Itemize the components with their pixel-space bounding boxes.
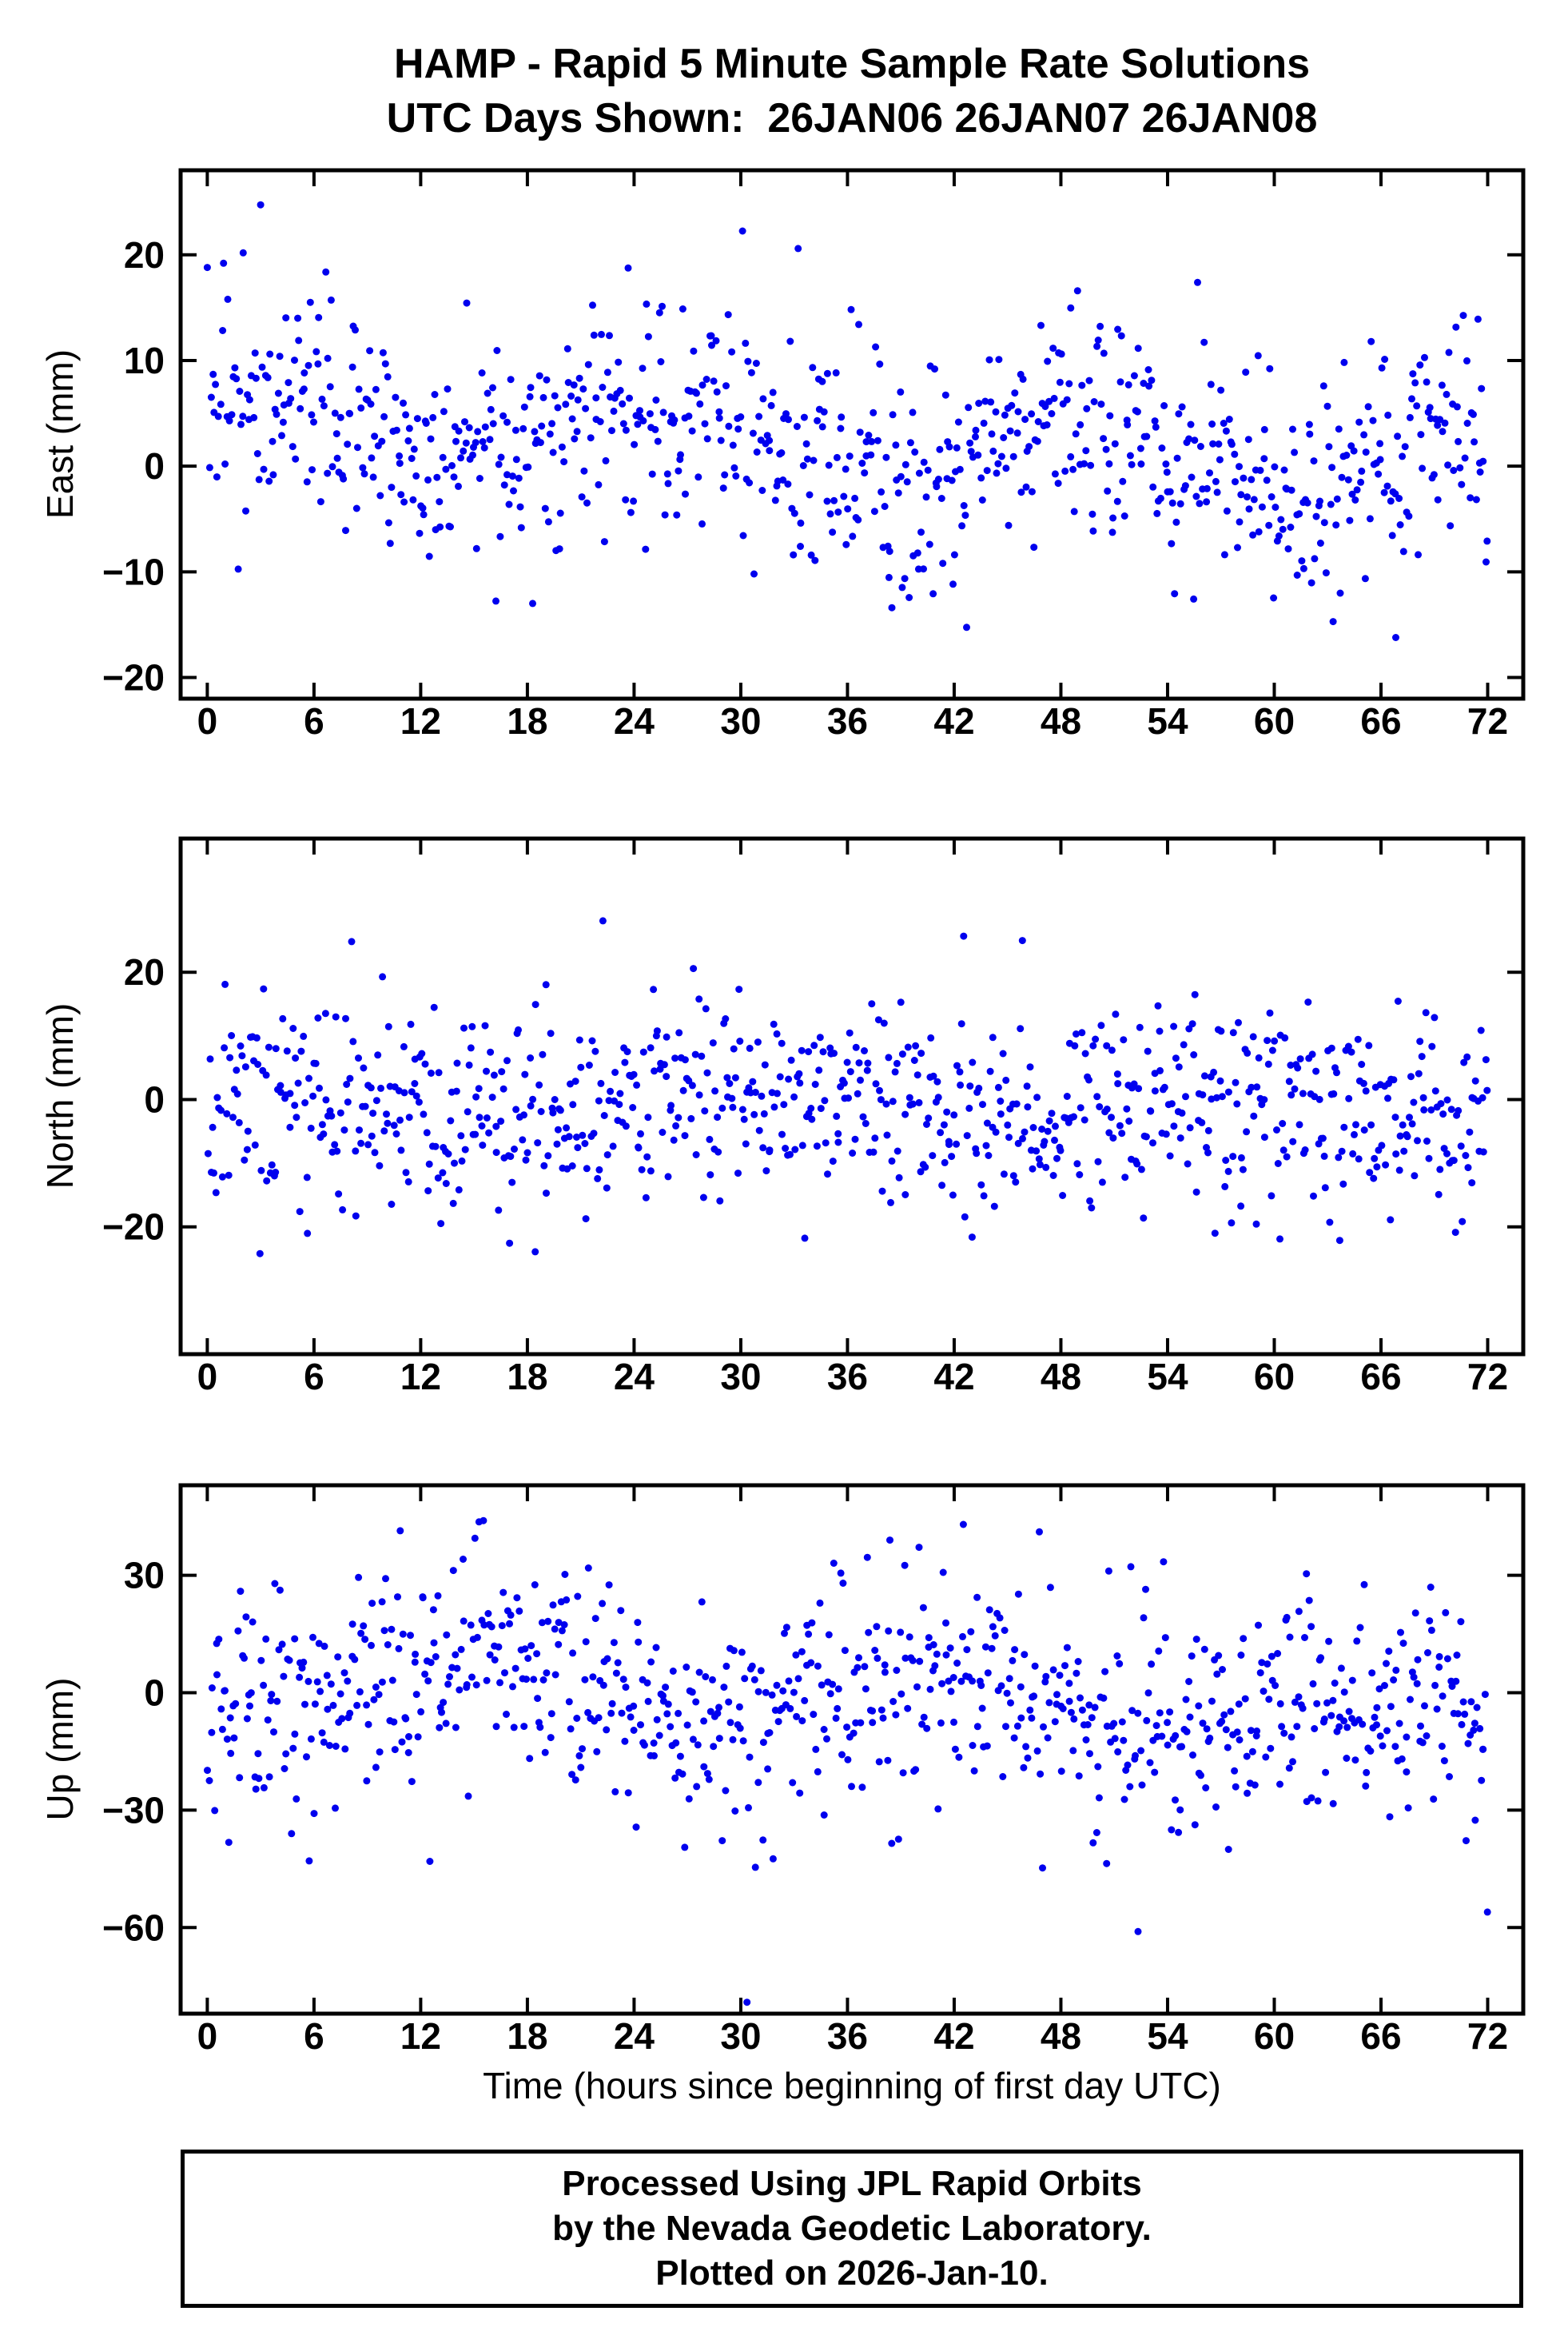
svg-text:−20: −20 <box>102 1206 165 1248</box>
svg-text:6: 6 <box>304 1356 324 1397</box>
north-x-tick-labels: 0 6 12 18 24 30 36 42 48 54 60 66 72 <box>197 1356 1509 1397</box>
svg-text:48: 48 <box>1041 700 1081 742</box>
svg-text:6: 6 <box>304 2015 324 2057</box>
footer-line-1: Processed Using JPL Rapid Orbits <box>562 2164 1142 2203</box>
svg-text:24: 24 <box>614 2015 655 2057</box>
svg-text:60: 60 <box>1254 2015 1295 2057</box>
svg-text:12: 12 <box>400 1356 441 1397</box>
svg-text:−20: −20 <box>102 657 165 699</box>
svg-text:−30: −30 <box>102 1789 165 1831</box>
east-frame <box>178 168 1526 701</box>
east-points <box>203 201 1491 641</box>
svg-text:54: 54 <box>1147 2015 1188 2057</box>
svg-text:36: 36 <box>827 700 868 742</box>
svg-text:72: 72 <box>1467 1356 1508 1397</box>
up-x-tick-labels: 0 6 12 18 24 30 36 42 48 54 60 66 72 <box>197 2015 1509 2057</box>
svg-text:66: 66 <box>1360 700 1401 742</box>
plot-subtitle: UTC Days Shown: 26JAN06 26JAN07 26JAN08 <box>386 95 1318 141</box>
up-points <box>204 1516 1491 2006</box>
svg-text:66: 66 <box>1360 1356 1401 1397</box>
plot-title: HAMP - Rapid 5 Minute Sample Rate Soluti… <box>393 41 1311 87</box>
north-frame <box>178 836 1526 1357</box>
north-points <box>204 917 1491 1257</box>
svg-text:0: 0 <box>197 700 218 742</box>
svg-text:24: 24 <box>614 1356 655 1397</box>
svg-text:12: 12 <box>400 2015 441 2057</box>
svg-text:60: 60 <box>1254 700 1295 742</box>
svg-text:72: 72 <box>1467 2015 1508 2057</box>
svg-text:0: 0 <box>197 1356 218 1397</box>
svg-text:18: 18 <box>507 2015 547 2057</box>
footer-box: Processed Using JPL Rapid Orbits by the … <box>181 2150 1523 2308</box>
svg-text:10: 10 <box>124 340 165 381</box>
up-y-tick-labels: −60 −30 0 30 <box>102 1555 165 1949</box>
svg-text:42: 42 <box>933 1356 974 1397</box>
svg-text:0: 0 <box>144 1672 165 1714</box>
east-x-tick-labels: 0 6 12 18 24 30 36 42 48 54 60 66 72 <box>197 700 1509 742</box>
svg-text:30: 30 <box>720 2015 761 2057</box>
svg-text:30: 30 <box>720 700 761 742</box>
svg-text:36: 36 <box>827 1356 868 1397</box>
up-frame <box>178 1483 1526 2016</box>
svg-text:20: 20 <box>124 951 165 993</box>
svg-text:42: 42 <box>933 2015 974 2057</box>
svg-text:6: 6 <box>304 700 324 742</box>
svg-text:20: 20 <box>124 234 165 276</box>
svg-text:54: 54 <box>1147 1356 1188 1397</box>
footer-line-3: Plotted on 2026-Jan-10. <box>655 2253 1049 2293</box>
north-y-tick-labels: −20 0 20 <box>102 951 165 1248</box>
svg-text:−10: −10 <box>102 551 165 592</box>
svg-text:30: 30 <box>720 1356 761 1397</box>
svg-text:12: 12 <box>400 700 441 742</box>
svg-text:48: 48 <box>1041 1356 1081 1397</box>
svg-text:24: 24 <box>614 700 655 742</box>
svg-text:66: 66 <box>1360 2015 1401 2057</box>
svg-text:−60: −60 <box>102 1907 165 1948</box>
svg-text:18: 18 <box>507 1356 547 1397</box>
svg-text:0: 0 <box>144 445 165 487</box>
svg-text:0: 0 <box>197 2015 218 2057</box>
east-y-tick-labels: −20 −10 0 10 20 <box>102 234 165 699</box>
svg-text:42: 42 <box>933 700 974 742</box>
svg-text:36: 36 <box>827 2015 868 2057</box>
footer-line-2: by the Nevada Geodetic Laboratory. <box>552 2209 1152 2248</box>
svg-text:60: 60 <box>1254 1356 1295 1397</box>
svg-text:48: 48 <box>1041 2015 1081 2057</box>
svg-text:54: 54 <box>1147 700 1188 742</box>
svg-text:30: 30 <box>124 1555 165 1596</box>
x-axis-label: Time (hours since beginning of first day… <box>483 2065 1221 2106</box>
svg-text:18: 18 <box>507 700 547 742</box>
svg-text:0: 0 <box>144 1078 165 1120</box>
svg-text:72: 72 <box>1467 700 1508 742</box>
